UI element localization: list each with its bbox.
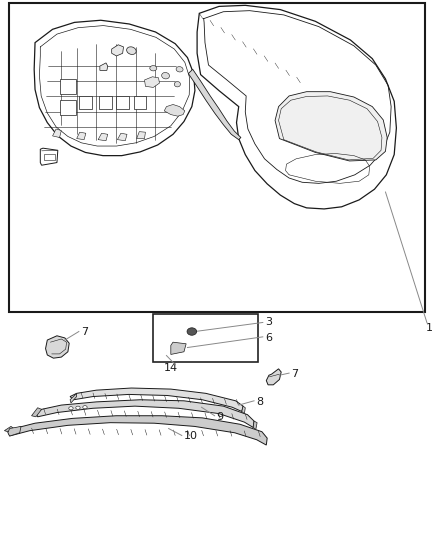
Text: 7: 7: [81, 327, 88, 336]
Polygon shape: [137, 132, 145, 139]
Polygon shape: [36, 400, 254, 427]
Polygon shape: [275, 92, 387, 161]
Ellipse shape: [150, 66, 157, 71]
Bar: [9, 3, 425, 312]
Ellipse shape: [162, 72, 170, 79]
Bar: [60, 79, 76, 94]
Ellipse shape: [69, 407, 73, 410]
Polygon shape: [8, 416, 267, 445]
Polygon shape: [4, 426, 14, 432]
Ellipse shape: [187, 328, 197, 335]
Polygon shape: [40, 148, 58, 165]
Bar: [153, 314, 258, 362]
Polygon shape: [53, 129, 61, 138]
Ellipse shape: [174, 82, 180, 87]
Polygon shape: [34, 20, 195, 156]
Text: 1: 1: [426, 323, 433, 333]
Polygon shape: [242, 406, 245, 414]
Text: 6: 6: [265, 333, 272, 343]
Polygon shape: [253, 421, 257, 430]
Polygon shape: [117, 133, 127, 141]
Text: 7: 7: [291, 369, 298, 379]
Ellipse shape: [76, 406, 80, 409]
Text: 8: 8: [256, 397, 263, 407]
Text: 9: 9: [216, 412, 223, 422]
Bar: [44, 154, 55, 160]
Text: 3: 3: [265, 318, 272, 327]
Bar: [116, 95, 129, 109]
Polygon shape: [70, 393, 77, 403]
Bar: [99, 95, 112, 109]
Bar: [60, 100, 76, 115]
Text: 10: 10: [184, 431, 198, 441]
Polygon shape: [98, 133, 108, 141]
Ellipse shape: [83, 406, 87, 409]
Bar: [79, 95, 92, 109]
Polygon shape: [145, 77, 159, 87]
Polygon shape: [46, 336, 69, 358]
Polygon shape: [100, 63, 108, 70]
Polygon shape: [8, 426, 21, 436]
Polygon shape: [197, 5, 396, 209]
Text: 14: 14: [164, 363, 178, 373]
Ellipse shape: [176, 67, 183, 72]
Polygon shape: [164, 104, 185, 116]
Polygon shape: [171, 342, 186, 354]
Polygon shape: [266, 369, 281, 385]
Polygon shape: [77, 132, 86, 140]
Polygon shape: [188, 69, 241, 140]
Polygon shape: [70, 388, 243, 411]
Polygon shape: [112, 45, 124, 56]
Polygon shape: [32, 408, 42, 417]
Bar: [134, 96, 146, 109]
Ellipse shape: [127, 47, 136, 54]
